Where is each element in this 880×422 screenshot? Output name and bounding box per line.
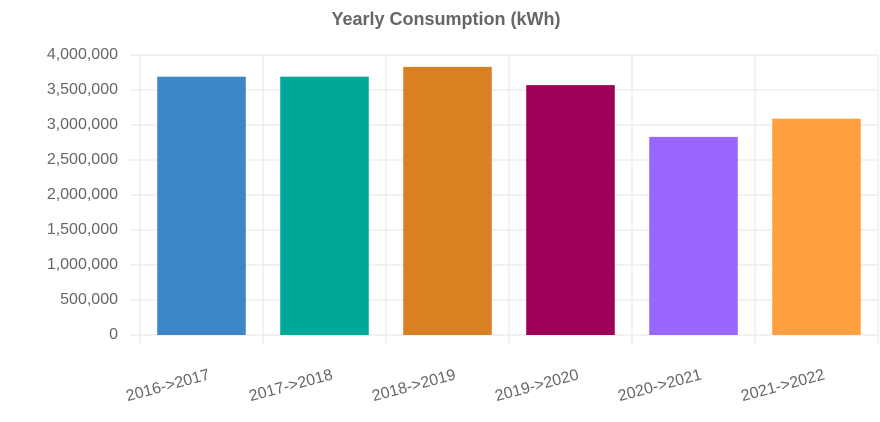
- y-tick-label: 0: [109, 326, 118, 343]
- y-tick-label: 2,500,000: [47, 151, 118, 168]
- y-tick-label: 1,000,000: [47, 256, 118, 273]
- x-tick-label: 2018->2019: [370, 366, 457, 405]
- x-tick-label: 2019->2020: [493, 366, 580, 405]
- chart-title: Yearly Consumption (kWh): [331, 9, 560, 29]
- y-tick-label: 2,000,000: [47, 186, 118, 203]
- y-tick-label: 500,000: [60, 291, 118, 308]
- y-tick-label: 3,500,000: [47, 81, 118, 98]
- x-tick-label: 2016->2017: [124, 366, 211, 405]
- bar: [649, 136, 738, 335]
- bar: [526, 85, 615, 335]
- y-tick-label: 3,000,000: [47, 116, 118, 133]
- y-tick-label: 1,500,000: [47, 221, 118, 238]
- y-tick-label: 4,000,000: [47, 46, 118, 63]
- x-tick-label: 2017->2018: [247, 366, 334, 405]
- bar: [157, 76, 246, 335]
- bar: [772, 118, 861, 335]
- x-tick-label: 2021->2022: [739, 366, 826, 405]
- x-tick-label: 2020->2021: [616, 366, 703, 405]
- bar: [403, 66, 492, 336]
- bar: [280, 76, 369, 335]
